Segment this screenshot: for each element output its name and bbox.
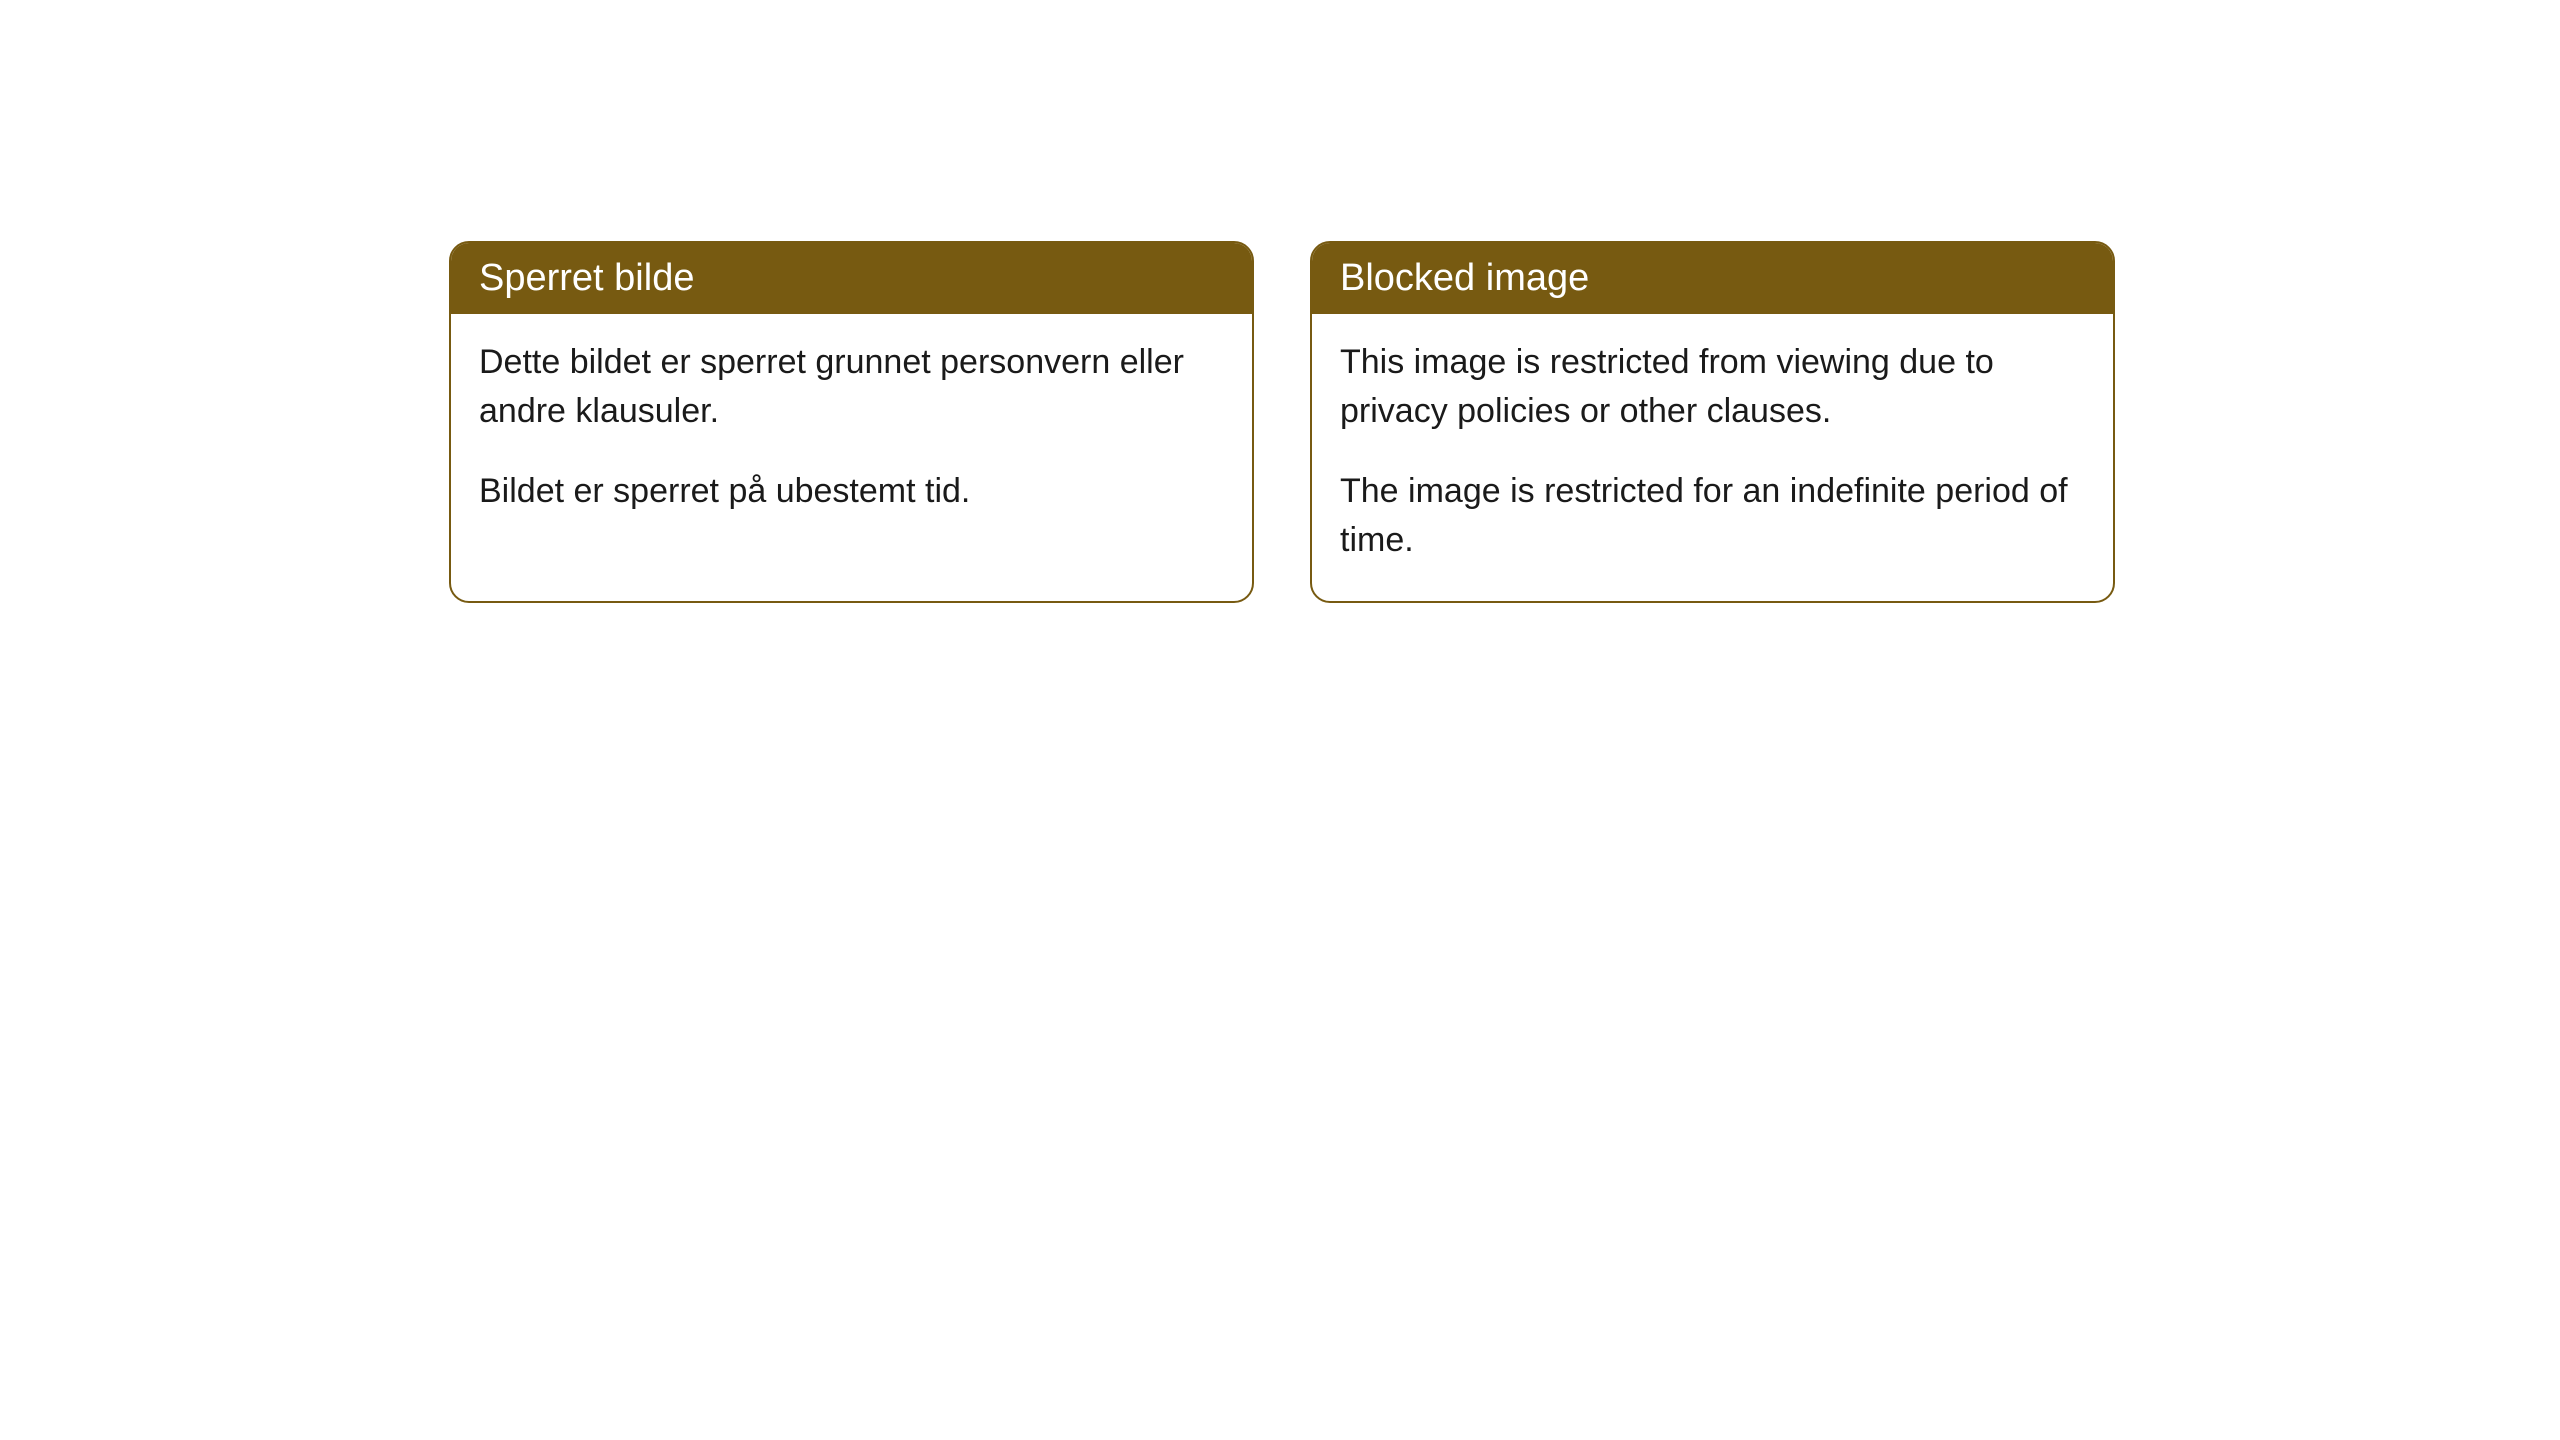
card-paragraph: Dette bildet er sperret grunnet personve… xyxy=(479,338,1224,437)
card-paragraph: This image is restricted from viewing du… xyxy=(1340,338,2085,437)
card-paragraph: Bildet er sperret på ubestemt tid. xyxy=(479,467,1224,516)
card-body: This image is restricted from viewing du… xyxy=(1312,314,2113,601)
card-paragraph: The image is restricted for an indefinit… xyxy=(1340,467,2085,566)
card-title: Blocked image xyxy=(1340,257,1589,299)
notice-card-norwegian: Sperret bilde Dette bildet er sperret gr… xyxy=(449,241,1254,603)
card-body: Dette bildet er sperret grunnet personve… xyxy=(451,314,1252,552)
card-header: Sperret bilde xyxy=(451,243,1252,314)
card-header: Blocked image xyxy=(1312,243,2113,314)
notice-card-english: Blocked image This image is restricted f… xyxy=(1310,241,2115,603)
notice-cards-container: Sperret bilde Dette bildet er sperret gr… xyxy=(449,241,2115,603)
card-title: Sperret bilde xyxy=(479,257,694,299)
